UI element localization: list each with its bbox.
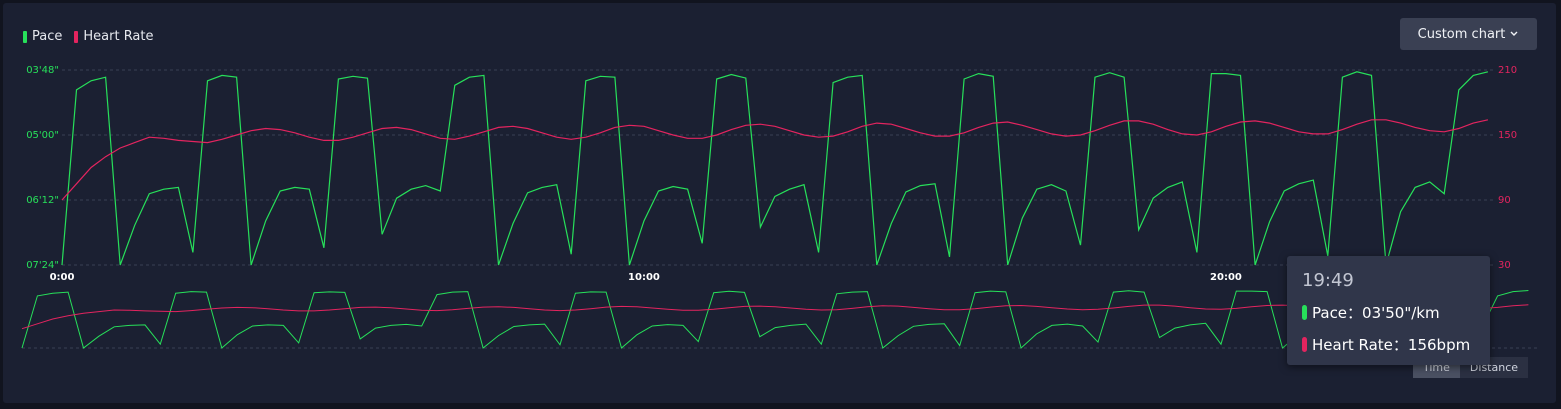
series-line <box>61 119 1489 201</box>
tooltip-time: 19:49 <box>1302 270 1354 291</box>
x-tick-label: 0:00 <box>50 272 75 283</box>
chart-panel: 03'48" 05'00" 06'12" 07'24" 30 90 150 210 0:00 10… <box>3 3 1556 403</box>
y2-tick-label: 210 <box>1498 65 1517 76</box>
y2-tick-label: 90 <box>1498 195 1511 206</box>
chevron-icon <box>1510 31 1518 36</box>
series-line <box>61 71 1489 266</box>
legend-label: Pace <box>32 29 63 44</box>
y-tick-label: 03'48" <box>26 65 59 76</box>
tooltip-marker <box>1302 305 1307 320</box>
x-tick-label: 20:00 <box>1210 272 1242 283</box>
x-tick-label: 10:00 <box>628 272 660 283</box>
y2-tick-label: 30 <box>1498 260 1511 271</box>
tooltip-marker <box>1302 337 1307 352</box>
legend-item[interactable]: Heart Rate <box>74 29 154 44</box>
navigator-line <box>21 304 1529 330</box>
legend: Pace Heart Rate <box>23 29 154 44</box>
y-tick-label: 05'00" <box>26 130 59 141</box>
legend-swatch <box>23 30 27 43</box>
tooltip-row: Pace：03'50"/km <box>1302 302 1440 323</box>
navigator-line <box>21 289 1529 349</box>
legend-item[interactable]: Pace <box>23 29 62 44</box>
chart: 03'48" 05'00" 06'12" 07'24" 30 90 150 210 0:00 10… <box>21 65 1537 349</box>
y-tick-label: 07'24" <box>26 260 59 271</box>
tooltip-text: Heart Rate：156bpm <box>1312 336 1471 354</box>
legend-swatch <box>74 30 79 43</box>
custom-chart-button[interactable]: Custom chart <box>1400 18 1537 50</box>
y-tick-label: 06'12" <box>26 195 59 206</box>
y2-tick-label: 150 <box>1498 130 1517 141</box>
button-label: Custom chart <box>1417 26 1506 42</box>
tooltip: 19:49 Pace：03'50"/km Heart Rate：156bpm <box>1287 256 1490 365</box>
tooltip-text: Pace：03'50"/km <box>1312 304 1440 322</box>
legend-label: Heart Rate <box>83 29 154 44</box>
tooltip-row: Heart Rate：156bpm <box>1302 334 1470 355</box>
